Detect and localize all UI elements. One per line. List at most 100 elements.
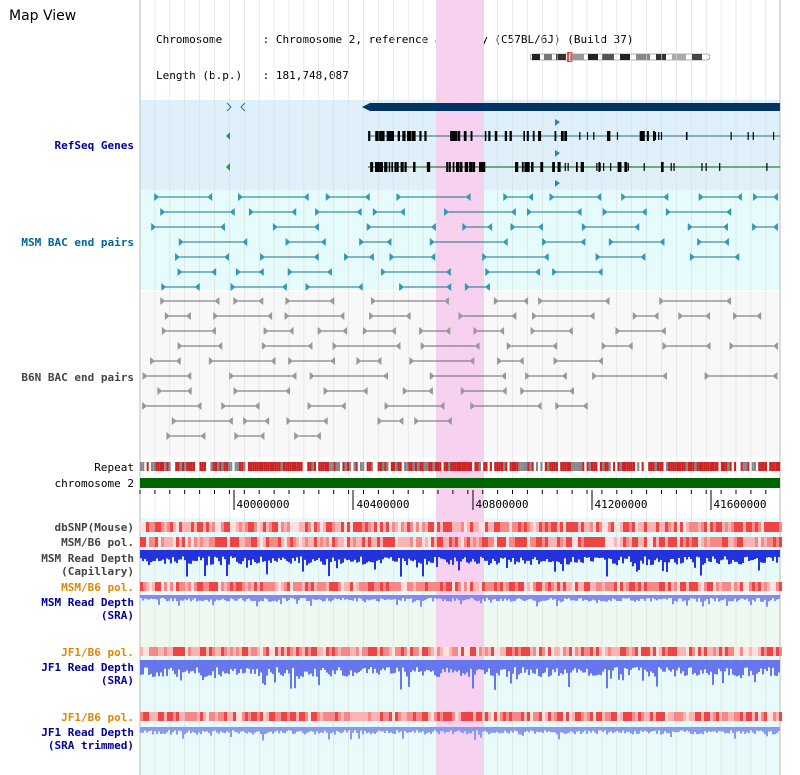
polymorphism-cell xyxy=(275,647,278,656)
track-label-jf1-depth-sra[interactable]: JF1 Read Depth xyxy=(41,661,134,674)
read-depth-bar xyxy=(412,550,414,562)
track-label-msm-b6-pol-2[interactable]: MSM/B6 pol. xyxy=(61,581,134,594)
read-depth-bar xyxy=(208,595,210,602)
polymorphism-cell xyxy=(605,537,608,547)
polymorphism-cell xyxy=(737,647,740,656)
track-label-msm-b6-pol[interactable]: MSM/B6 pol. xyxy=(61,536,134,549)
bac-end-marker xyxy=(171,417,177,425)
read-depth-bar xyxy=(418,660,420,672)
polymorphism-cell xyxy=(374,522,377,532)
polymorphism-cell xyxy=(539,522,542,532)
read-depth-bar xyxy=(616,660,618,668)
polymorphism-cell xyxy=(776,582,779,591)
read-depth-bar xyxy=(686,550,688,560)
bac-end-marker xyxy=(484,283,490,291)
polymorphism-cell xyxy=(644,537,647,547)
polymorphism-cell xyxy=(485,712,488,721)
polymorphism-cell xyxy=(539,537,542,547)
repeat-block xyxy=(170,462,173,471)
read-depth-bar xyxy=(282,727,284,733)
polymorphism-cell xyxy=(527,537,530,547)
repeat-block xyxy=(401,462,404,471)
polymorphism-cell xyxy=(257,712,260,721)
polymorphism-cell xyxy=(668,522,671,532)
track-label-repeat[interactable]: Repeat xyxy=(94,461,134,474)
read-depth-bar xyxy=(526,727,528,731)
read-depth-bar xyxy=(402,660,404,668)
track-label-msm-bac[interactable]: MSM BAC end pairs xyxy=(21,236,134,249)
chromosome-ideogram[interactable] xyxy=(530,52,710,62)
track-label-jf1-b6-pol[interactable]: JF1/B6 pol. xyxy=(61,646,134,659)
repeat-block xyxy=(153,462,156,471)
track-label-chromosome[interactable]: chromosome 2 xyxy=(54,477,134,490)
repeat-block xyxy=(529,462,532,471)
bac-end-marker xyxy=(526,208,532,216)
read-depth-bar xyxy=(298,727,300,732)
read-depth-bar xyxy=(390,727,392,733)
read-depth-bar xyxy=(284,595,286,599)
polymorphism-cell xyxy=(770,647,773,656)
track-label-msm-depth-sra[interactable]: MSM Read Depth xyxy=(41,596,134,609)
bac-end-marker xyxy=(291,372,297,380)
polymorphism-cell xyxy=(350,537,353,547)
polymorphism-cell xyxy=(284,537,287,547)
read-depth-bar xyxy=(514,727,516,731)
read-depth-bar xyxy=(668,727,670,734)
read-depth-bar xyxy=(770,550,772,558)
track-label-b6n-bac[interactable]: B6N BAC end pairs xyxy=(21,371,134,384)
read-depth-bar xyxy=(362,727,364,735)
read-depth-bar xyxy=(218,595,220,601)
read-depth-bar xyxy=(302,550,304,572)
read-depth-bar xyxy=(192,550,194,561)
repeat-block xyxy=(639,462,642,471)
repeat-block xyxy=(232,462,235,471)
read-depth-bar xyxy=(700,727,702,734)
bac-end-marker xyxy=(427,387,433,395)
track-label-refseq[interactable]: RefSeq Genes xyxy=(54,139,134,152)
polymorphism-cell xyxy=(596,582,599,591)
polymorphism-cell xyxy=(749,582,752,591)
polymorphism-cell xyxy=(365,582,368,591)
bac-end-marker xyxy=(589,312,595,320)
polymorphism-cell xyxy=(647,712,650,721)
read-depth-bar xyxy=(394,660,396,673)
polymorphism-cell xyxy=(755,537,758,547)
read-depth-bar xyxy=(552,727,554,733)
read-depth-bar xyxy=(764,660,766,669)
polymorphism-cell xyxy=(221,537,224,547)
polymorphism-cell xyxy=(170,582,173,591)
read-depth-bar xyxy=(206,550,208,566)
bac-end-marker xyxy=(445,268,451,276)
read-depth-bar xyxy=(194,660,196,674)
polymorphism-cell xyxy=(722,712,725,721)
polymorphism-cell xyxy=(698,522,701,532)
polymorphism-cell xyxy=(554,537,557,547)
bac-end-marker xyxy=(608,238,614,246)
polymorphism-cell xyxy=(467,522,470,532)
track-label-dbsnp[interactable]: dbSNP(Mouse) xyxy=(54,521,134,534)
read-depth-bar xyxy=(462,550,464,559)
polymorphism-cell xyxy=(668,647,671,656)
read-depth-bar xyxy=(278,727,280,734)
read-depth-bar xyxy=(474,727,476,740)
polymorphism-cell xyxy=(680,522,683,532)
repeat-block xyxy=(228,462,231,471)
polymorphism-cell xyxy=(737,582,740,591)
read-depth-bar xyxy=(396,660,398,668)
repeat-block xyxy=(430,462,433,471)
read-depth-bar xyxy=(240,595,242,599)
polymorphism-cell xyxy=(482,582,485,591)
repeat-block xyxy=(467,462,470,471)
track-label-msm-depth-capillary[interactable]: MSM Read Depth xyxy=(41,552,134,565)
polymorphism-cell xyxy=(434,522,437,532)
track-label-jf1-b6-pol-2[interactable]: JF1/B6 pol. xyxy=(61,711,134,724)
polymorphism-cell xyxy=(713,582,716,591)
polymorphism-cell xyxy=(185,522,188,532)
track-label-jf1-depth-trimmed[interactable]: JF1 Read Depth xyxy=(41,726,134,739)
read-depth-bar xyxy=(222,727,224,733)
bac-end-marker xyxy=(150,357,156,365)
read-depth-bar xyxy=(308,595,310,602)
read-depth-bar xyxy=(668,660,670,671)
read-depth-bar xyxy=(594,660,596,676)
polymorphism-cell xyxy=(728,647,731,656)
